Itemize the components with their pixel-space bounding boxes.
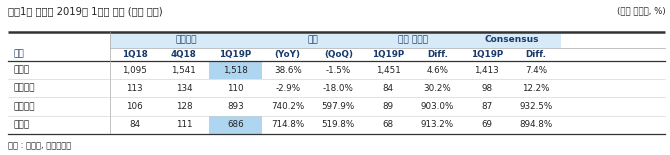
Text: 1,413: 1,413 [474, 66, 499, 75]
Bar [208, 61, 263, 79]
Text: 84: 84 [129, 120, 140, 129]
Text: (QoQ): (QoQ) [324, 50, 353, 59]
Text: 89: 89 [383, 102, 394, 111]
Text: 1Q19P: 1Q19P [471, 50, 503, 59]
Text: -2.9%: -2.9% [275, 84, 300, 93]
Bar [110, 32, 263, 48]
Text: 110: 110 [227, 84, 244, 93]
Text: 932.5%: 932.5% [519, 102, 553, 111]
Text: 740.2%: 740.2% [271, 102, 304, 111]
Bar [208, 116, 263, 134]
Text: 903.0%: 903.0% [421, 102, 454, 111]
Text: 분기실적: 분기실적 [176, 35, 197, 44]
Text: 순이익: 순이익 [13, 120, 29, 129]
Text: 1,541: 1,541 [172, 66, 196, 75]
Text: 913.2%: 913.2% [421, 120, 454, 129]
Text: 128: 128 [176, 102, 192, 111]
Text: 106: 106 [126, 102, 143, 111]
Text: 12.2%: 12.2% [523, 84, 550, 93]
Text: (단위 십억원, %): (단위 십억원, %) [616, 6, 665, 15]
Text: 1Q18: 1Q18 [122, 50, 147, 59]
Text: Diff.: Diff. [427, 50, 448, 59]
Text: 4.6%: 4.6% [427, 66, 448, 75]
Text: 69: 69 [481, 120, 492, 129]
Text: 구분: 구분 [13, 50, 24, 59]
Text: 4Q18: 4Q18 [171, 50, 197, 59]
Text: 519.8%: 519.8% [322, 120, 355, 129]
Text: 113: 113 [126, 84, 143, 93]
Text: 597.9%: 597.9% [322, 102, 355, 111]
Text: 38.6%: 38.6% [274, 66, 302, 75]
Text: 매출액: 매출액 [13, 66, 29, 75]
Text: Diff.: Diff. [526, 50, 547, 59]
Text: 증감: 증감 [308, 35, 318, 44]
Text: 30.2%: 30.2% [423, 84, 452, 93]
Text: 1Q19P: 1Q19P [219, 50, 251, 59]
Text: 894.8%: 894.8% [519, 120, 553, 129]
Text: 68: 68 [383, 120, 394, 129]
Bar [462, 32, 561, 48]
Text: 당사 전망치: 당사 전망치 [398, 35, 428, 44]
Text: -18.0%: -18.0% [323, 84, 354, 93]
Text: 111: 111 [176, 120, 192, 129]
Text: 98: 98 [481, 84, 492, 93]
Text: 1,095: 1,095 [122, 66, 147, 75]
Text: 1Q19P: 1Q19P [372, 50, 405, 59]
Text: 714.8%: 714.8% [271, 120, 304, 129]
Text: 세전이익: 세전이익 [13, 102, 35, 111]
Text: Consensus: Consensus [484, 35, 539, 44]
Text: 686: 686 [227, 120, 244, 129]
Text: 84: 84 [383, 84, 394, 93]
Text: 자료 : 신세계, 현대차증권: 자료 : 신세계, 현대차증권 [8, 142, 71, 151]
Text: 134: 134 [176, 84, 192, 93]
Text: 893: 893 [227, 102, 244, 111]
Bar [263, 32, 364, 48]
Text: (YoY): (YoY) [275, 50, 301, 59]
Bar [364, 32, 462, 48]
Text: 『표1』 신세계 2019년 1분기 실적 (연결 기준): 『표1』 신세계 2019년 1분기 실적 (연결 기준) [8, 6, 163, 16]
Text: 1,451: 1,451 [376, 66, 401, 75]
Text: 1,518: 1,518 [223, 66, 248, 75]
Text: -1.5%: -1.5% [326, 66, 351, 75]
Text: 87: 87 [481, 102, 492, 111]
Text: 7.4%: 7.4% [525, 66, 547, 75]
Text: 영업이익: 영업이익 [13, 84, 35, 93]
